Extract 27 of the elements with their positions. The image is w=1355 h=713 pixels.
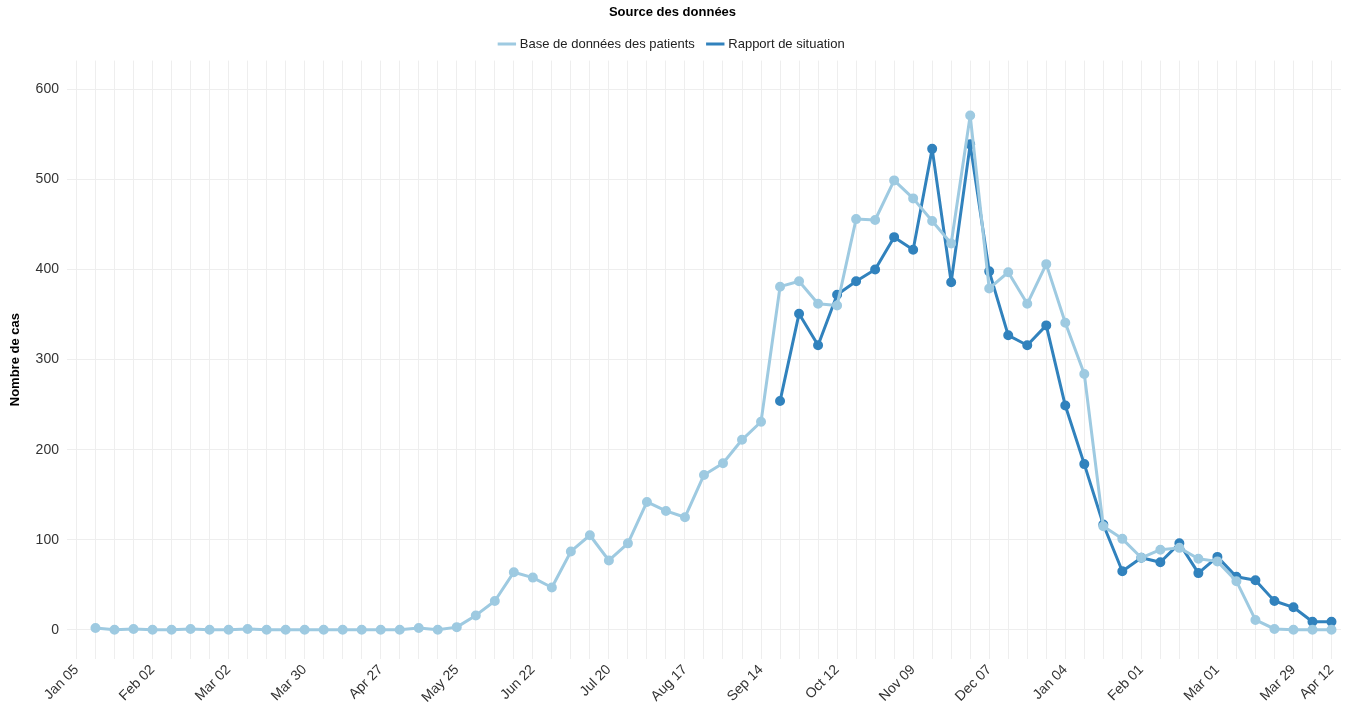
y-tick-label: 100 [35, 530, 60, 547]
x-tick-label: Jul 20 [576, 660, 614, 699]
x-tick-label: Jan 05 [40, 660, 82, 703]
x-tick-label: Aug 17 [647, 660, 690, 704]
legend-title: Source des données [608, 4, 737, 20]
x-tick-label: May 25 [417, 660, 462, 705]
x-tick-label: Feb 02 [115, 660, 158, 704]
x-tick-label: Mar 30 [267, 660, 310, 704]
x-tick-label: Mar 02 [191, 660, 234, 704]
x-tick-label: Sep 14 [723, 660, 767, 704]
x-tick-label: Mar 01 [1180, 660, 1223, 704]
x-tick-label: Jun 22 [496, 660, 538, 703]
x-tick-label: Feb 01 [1104, 660, 1147, 704]
x-tick-label: Jan 04 [1029, 660, 1071, 703]
y-tick-label: 300 [35, 350, 60, 367]
y-tick-label: 0 [51, 620, 60, 637]
x-tick-label: Oct 12 [801, 660, 843, 702]
y-tick-label: 500 [35, 170, 60, 187]
x-tick-label: Apr 27 [345, 660, 386, 702]
x-tick-label: Nov 09 [875, 660, 919, 704]
y-tick-label: 200 [35, 440, 60, 457]
x-tick-label: Dec 07 [951, 660, 995, 704]
y-tick-label: 400 [35, 260, 60, 277]
y-tick-label: 600 [35, 80, 60, 97]
legend-label: Rapport de situation [728, 35, 845, 51]
legend-label: Base de données des patients [519, 35, 696, 51]
y-axis-title: Nombre de cas [7, 313, 23, 407]
